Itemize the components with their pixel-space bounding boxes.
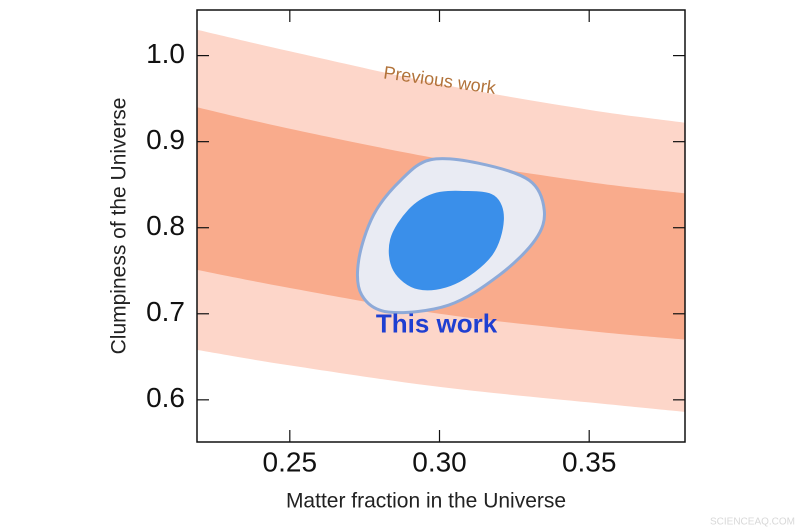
x-tick-label: 0.35 [562, 446, 617, 477]
axes: 0.25 0.30 0.35 0.6 0.7 0.8 0.9 1.0 [146, 9, 686, 477]
contour [388, 190, 504, 291]
x-tick-label: 0.30 [412, 446, 467, 477]
y-tick-label: 0.9 [146, 124, 185, 155]
plot-area [197, 29, 685, 412]
annotation: This work [376, 309, 498, 339]
watermark: SCIENCEAQ.COM [710, 517, 795, 528]
x-tick-label: 0.25 [263, 446, 318, 477]
y-axis-label: Clumpiness of the Universe [108, 98, 131, 355]
y-tick-label: 1.0 [146, 38, 185, 69]
y-tick-label: 0.6 [146, 382, 185, 413]
plot-frame [196, 9, 686, 443]
y-tick-label: 0.8 [146, 210, 185, 241]
y-tick-label: 0.7 [146, 296, 185, 327]
x-axis-label: Matter fraction in the Universe [286, 490, 566, 513]
